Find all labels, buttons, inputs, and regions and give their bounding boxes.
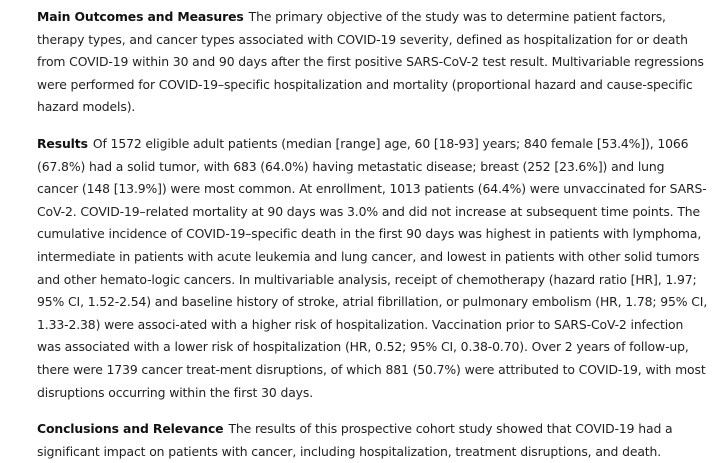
results-text: Of 1572 eligible adult patients (median … (37, 135, 708, 400)
conclusions-paragraph: Conclusions and Relevance The results of … (37, 418, 709, 463)
results-heading: Results (37, 135, 88, 151)
abstract-body: Main Outcomes and Measures The primary ob… (37, 6, 709, 463)
main-outcomes-text: The primary objective of the study was t… (37, 9, 704, 115)
main-outcomes-paragraph: Main Outcomes and Measures The primary ob… (37, 6, 709, 119)
conclusions-heading: Conclusions and Relevance (37, 421, 224, 437)
main-outcomes-heading: Main Outcomes and Measures (37, 9, 244, 24)
results-paragraph: Results Of 1572 eligible adult patients (… (37, 133, 709, 404)
